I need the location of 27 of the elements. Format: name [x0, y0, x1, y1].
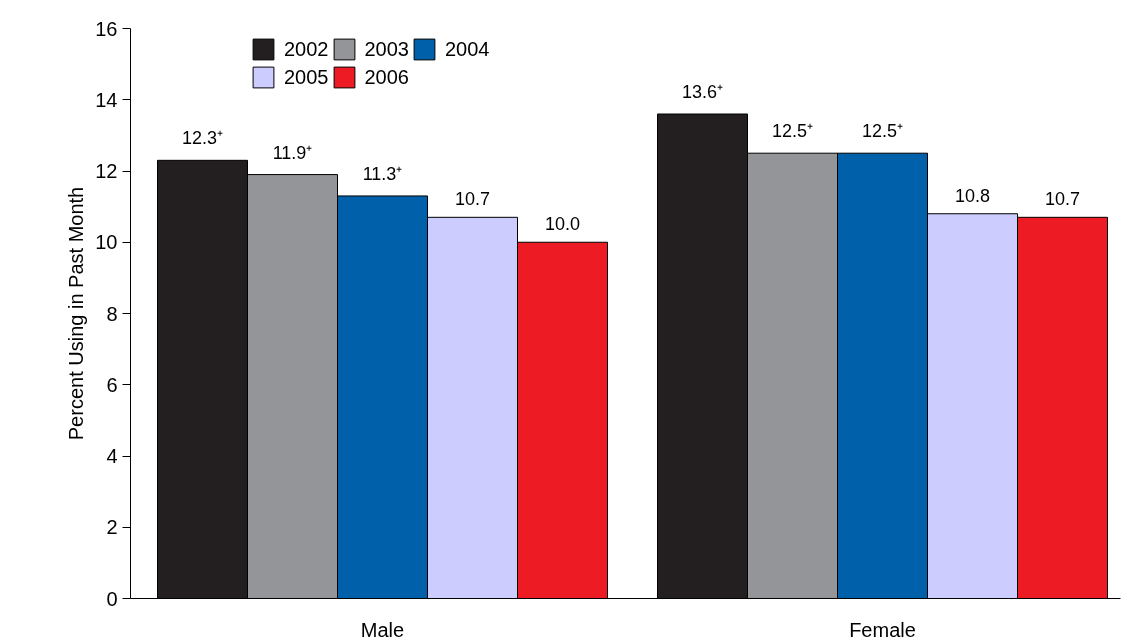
y-tick-label: 0	[106, 587, 118, 610]
data-label: 10.8	[954, 185, 991, 206]
legend-label: 2002	[284, 37, 329, 61]
legend-label: 2006	[364, 65, 409, 89]
y-tick-label: 2	[106, 516, 118, 539]
y-axis-title: Percent Using in Past Month	[65, 186, 88, 441]
legend-label: 2005	[284, 65, 329, 89]
y-tick-label: 10	[95, 231, 118, 254]
y-tick-label: 16	[95, 17, 118, 40]
data-label: 12.3⁺	[181, 128, 224, 149]
legend-label: 2003	[364, 37, 409, 61]
y-tick-label: 12	[95, 160, 118, 182]
data-label: 12.5⁺	[771, 121, 814, 142]
y-tick-label: 8	[106, 302, 118, 325]
y-tick-label: 14	[95, 88, 118, 111]
data-label: 10.0	[544, 214, 581, 235]
data-label: 11.3⁺	[362, 163, 403, 184]
data-label: 11.9⁺	[272, 142, 313, 163]
legend-label: 2004	[445, 37, 490, 61]
y-tick-label: 6	[106, 373, 118, 396]
x-tick-label: Male	[360, 618, 405, 641]
data-label: 10.7	[1044, 189, 1081, 210]
x-tick-label: Female	[849, 618, 916, 641]
data-label: 13.6⁺	[681, 82, 724, 102]
data-label: 12.5⁺	[861, 121, 904, 142]
y-tick-label: 4	[106, 445, 118, 467]
data-label: 10.7	[454, 189, 491, 210]
